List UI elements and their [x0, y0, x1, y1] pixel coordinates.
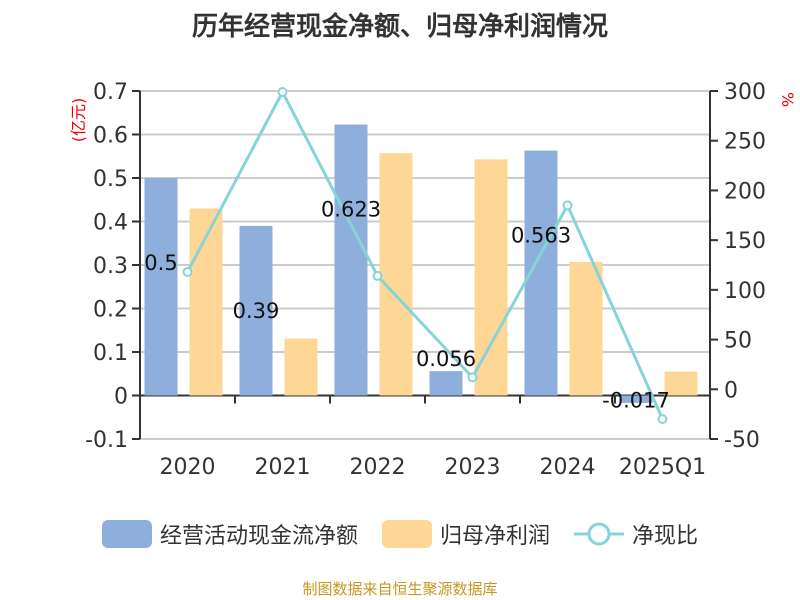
tick-label-left: 0.1 — [93, 341, 128, 366]
legend-item-ratio[interactable]: 净现比 — [574, 518, 698, 550]
bar-profit — [474, 159, 508, 396]
line-point — [562, 200, 573, 211]
line-point — [657, 414, 668, 425]
legend-label: 经营活动现金流净额 — [159, 524, 358, 549]
tick-label-right: 100 — [724, 279, 766, 304]
data-label: 0.39 — [233, 299, 280, 323]
y-axis-label-left: (亿元) — [69, 98, 88, 143]
x-tick-label: 2021 — [255, 455, 311, 480]
y-axis-label-right: % — [778, 92, 797, 107]
legend-label: 净现比 — [632, 524, 699, 549]
bar-cashflow — [239, 225, 273, 396]
tick-label-right: 300 — [724, 80, 766, 105]
legend-item-cashflow[interactable]: 经营活动现金流净额 — [101, 518, 358, 550]
line-point — [182, 266, 193, 277]
line-point — [277, 86, 288, 97]
bar-profit — [569, 261, 603, 396]
tick-label-left: -0.1 — [85, 428, 128, 453]
chart-title: 历年经营现金净额、归母净利润情况 — [191, 12, 608, 42]
legend: 经营活动现金流净额 归母净利润 净现比 — [0, 518, 800, 550]
legend-swatch — [381, 520, 432, 548]
data-label: -0.017 — [602, 389, 670, 413]
line-ratio — [186, 88, 664, 420]
tick-label-left: 0.6 — [93, 124, 128, 149]
tick-label-left: 0.7 — [93, 80, 128, 105]
tick-label-right: 0 — [724, 378, 738, 403]
line-point — [372, 270, 383, 281]
x-tick-label: 2024 — [540, 455, 596, 480]
tick-label-left: 0 — [114, 385, 128, 410]
x-tick-label: 2020 — [160, 455, 216, 480]
tick-label-left: 0.3 — [93, 254, 128, 279]
bar-profit — [664, 371, 698, 396]
bar-profit — [284, 338, 318, 396]
x-tick-label: 2023 — [445, 455, 501, 480]
line-point — [467, 372, 478, 383]
tick-label-left: 0.5 — [93, 167, 128, 192]
data-label: 0.623 — [321, 197, 381, 221]
bar-cashflow — [334, 124, 368, 396]
bar-profit — [379, 153, 413, 396]
data-label: 0.563 — [511, 224, 571, 248]
data-label: 0.5 — [144, 251, 177, 275]
source-note: 制图数据来自恒生聚源数据库 — [302, 580, 498, 598]
legend-swatch — [101, 520, 152, 548]
tick-label-right: 250 — [724, 130, 766, 155]
tick-label-right: 200 — [724, 179, 766, 204]
legend-line-icon — [574, 522, 624, 546]
tick-label-left: 0.4 — [93, 211, 128, 236]
bar-cashflow — [619, 395, 653, 403]
legend-item-profit[interactable]: 归母净利润 — [381, 518, 550, 550]
tick-label-left: 0.2 — [93, 298, 128, 323]
tick-label-right: 50 — [724, 329, 752, 354]
x-tick-label: 2022 — [350, 455, 406, 480]
legend-label: 归母净利润 — [439, 524, 550, 549]
bar-cashflow — [429, 371, 463, 396]
x-tick-label: 2025Q1 — [619, 455, 706, 480]
tick-label-right: 150 — [724, 229, 766, 254]
data-label: 0.056 — [416, 347, 476, 371]
tick-label-right: -50 — [724, 428, 760, 453]
bar-cashflow — [144, 178, 178, 396]
